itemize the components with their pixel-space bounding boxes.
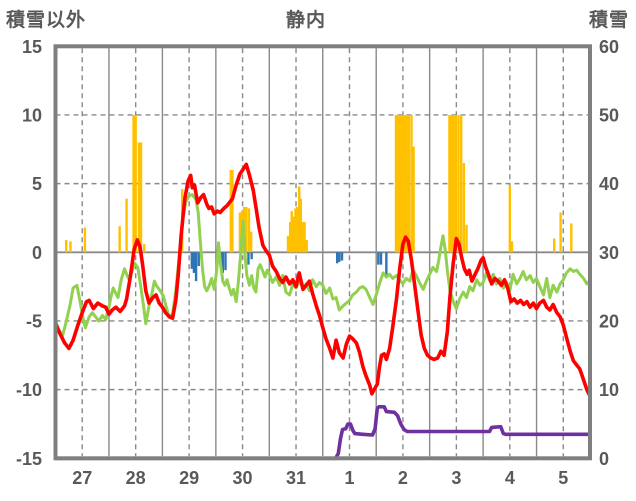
left-axis-tick: -5 xyxy=(26,311,42,331)
right-axis-tick: 20 xyxy=(599,311,619,331)
x-axis-tick: 3 xyxy=(451,468,461,488)
x-axis-tick: 1 xyxy=(344,468,354,488)
left-axis-tick: -15 xyxy=(16,449,42,469)
series-red-line xyxy=(53,162,592,397)
right-axis-tick: 30 xyxy=(599,243,619,263)
right-axis-title: 積雪 xyxy=(588,10,629,31)
x-axis-tick: 27 xyxy=(72,468,92,488)
chart-title: 静内 xyxy=(285,10,326,31)
left-axis-tick: -10 xyxy=(16,380,42,400)
series-purple-line xyxy=(53,404,592,461)
x-axis-tick: 30 xyxy=(233,468,253,488)
left-axis-tick: 0 xyxy=(32,243,42,263)
right-axis-tick: 50 xyxy=(599,105,619,125)
x-axis-tick: 31 xyxy=(286,468,306,488)
left-axis-tick: 15 xyxy=(22,37,42,57)
x-axis-tick: 5 xyxy=(558,468,568,488)
left-axis-tick: 5 xyxy=(32,174,42,194)
left-axis-tick: 10 xyxy=(22,105,42,125)
x-axis-tick: 28 xyxy=(126,468,146,488)
right-axis-tick: 0 xyxy=(599,449,609,469)
x-axis-tick: 29 xyxy=(179,468,199,488)
right-axis-tick: 60 xyxy=(599,37,619,57)
x-axis-tick: 4 xyxy=(505,468,515,488)
left-axis-title: 積雪以外 xyxy=(6,10,87,31)
series-orange-bars xyxy=(64,114,573,253)
x-axis-tick: 2 xyxy=(398,468,408,488)
right-axis-tick: 40 xyxy=(599,174,619,194)
plot-border xyxy=(53,44,592,461)
right-axis-tick: 10 xyxy=(599,380,619,400)
